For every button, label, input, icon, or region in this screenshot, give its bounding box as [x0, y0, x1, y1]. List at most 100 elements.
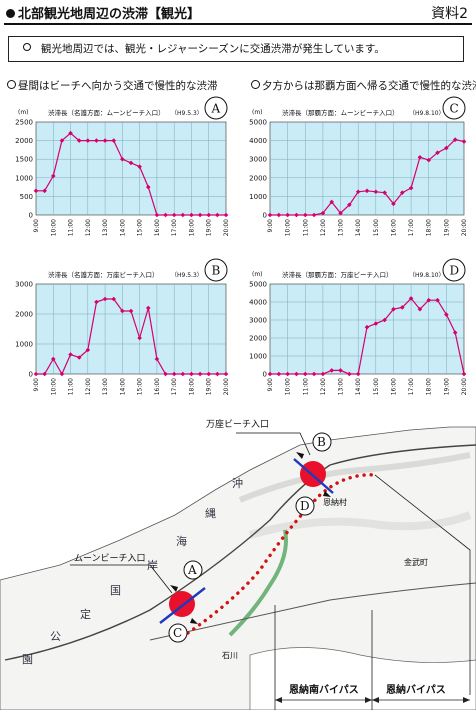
x-tick-label: 9:00 — [33, 378, 40, 392]
x-tick-label: 11:00 — [302, 219, 309, 236]
data-point — [128, 308, 134, 314]
map-badge-c: C — [168, 623, 188, 643]
sea-label: 縄 — [205, 506, 216, 520]
x-tick-label: 20:00 — [461, 378, 468, 395]
x-tick-label: 14:00 — [119, 378, 126, 395]
manza-callout-label: 万座ビーチ入口 — [206, 418, 269, 430]
x-tick-label: 9:00 — [33, 219, 40, 233]
x-tick-label: 15:00 — [373, 378, 380, 395]
x-tick-label: 20:00 — [461, 219, 468, 236]
bullet-icon — [6, 9, 15, 18]
x-tick-label: 19:00 — [206, 378, 213, 395]
circle-bullet-icon — [251, 80, 260, 89]
chart-title: 渋滞長（名護方面：万座ビーチ入口） — [48, 270, 159, 279]
data-point — [444, 145, 449, 151]
data-point — [408, 185, 414, 191]
moon-callout-leader — [70, 564, 173, 594]
chart-a: 0 500 1000 1500 2000 2500 9:00 10:00 11:00 12:00 1… — [15, 96, 230, 236]
arrow-icon — [275, 697, 282, 703]
data-point — [408, 296, 414, 301]
y-tick-label: 0 — [29, 371, 33, 379]
sea-label: 国 — [110, 584, 121, 597]
data-point — [42, 188, 47, 194]
data-point — [206, 371, 212, 377]
arrow-icon — [323, 491, 331, 497]
data-point — [223, 371, 229, 377]
summary-text: 観光地周辺では、観光・レジャーシーズンに交通渋滞が発生しています。 — [41, 43, 385, 55]
x-tick-label: 18:00 — [188, 378, 195, 395]
plot-area — [269, 121, 465, 216]
svg-text:D: D — [300, 499, 310, 513]
manza-callout-leader — [236, 432, 311, 456]
data-point — [426, 297, 432, 303]
x-tick-label: 17:00 — [171, 378, 178, 395]
svg-text:C: C — [173, 626, 182, 640]
chart-title: 渋滞長（名護方面：ムーンビーチ入口） — [48, 108, 165, 117]
chart-badge-b: B — [204, 258, 228, 282]
y-tick-label: 2000 — [249, 335, 267, 343]
town-label: 恩納村 — [323, 497, 347, 507]
y-tick-label: 2500 — [15, 119, 33, 127]
badge-letter: C — [450, 102, 459, 116]
moon-callout-label: ムーンビーチ入口 — [74, 553, 146, 564]
x-tick-label: 14:00 — [355, 219, 362, 236]
data-point — [285, 212, 290, 218]
data-point — [435, 297, 440, 303]
right-section-heading: 夕方からは那覇方面へ帰る交通で慢性的な渋滞 — [251, 78, 476, 93]
data-point — [50, 356, 56, 362]
data-point — [154, 356, 160, 362]
data-point — [59, 138, 65, 143]
data-point — [180, 212, 186, 218]
x-tick-label: 9:00 — [267, 378, 274, 392]
data-point — [417, 155, 423, 160]
map-hills-2 — [248, 511, 472, 539]
badge-letter: D — [450, 264, 460, 278]
data-point — [59, 371, 65, 377]
badge-letter: B — [212, 264, 221, 278]
x-tick-label: 19:00 — [206, 219, 213, 236]
x-tick-label: 18:00 — [426, 378, 433, 395]
summary-box: 観光地周辺では、観光・レジャーシーズンに交通渋滞が発生しています。 — [8, 36, 464, 62]
left-heading-text: 昼間はビーチへ向かう交通で慢性的な渋滞 — [18, 80, 218, 92]
data-point — [42, 371, 47, 377]
badge-letter: A — [211, 102, 221, 116]
y-tick-label: 4000 — [249, 137, 267, 145]
chart-b: 0 1000 2000 3000 9:00 10:00 11:00 12:00 13:00 14:… — [15, 258, 230, 395]
data-point — [189, 371, 194, 377]
circle-bullet-icon — [7, 80, 16, 89]
data-point — [50, 173, 56, 179]
y-tick-label: 1000 — [249, 193, 267, 201]
x-tick-label: 10:00 — [50, 378, 57, 395]
x-tick-label: 20:00 — [223, 219, 230, 236]
arrow-icon — [190, 618, 198, 624]
x-tick-label: 12:00 — [85, 378, 92, 395]
data-point — [215, 371, 220, 377]
chart-date: （H9.8.10） — [409, 272, 445, 279]
svg-text:A: A — [187, 563, 197, 577]
data-point — [311, 212, 317, 218]
data-point — [120, 308, 125, 314]
bypass-north-label: 恩納バイパス — [386, 683, 446, 696]
sea-label: 園 — [22, 653, 33, 666]
x-tick-label: 11:00 — [68, 219, 75, 236]
chart-date: （H9.5.3） — [171, 110, 203, 117]
x-tick-label: 16:00 — [390, 219, 397, 236]
sea-label: 海 — [176, 534, 187, 548]
arrow-icon — [463, 697, 470, 703]
x-tick-label: 18:00 — [188, 219, 195, 236]
data-point — [154, 212, 160, 218]
x-tick-label: 16:00 — [154, 219, 161, 236]
chart-c: 0 1000 2000 3000 4000 5000 9:00 10:00 11:00 12:00… — [249, 96, 468, 236]
bypass-outline — [374, 474, 471, 695]
sea-label: 岸 — [147, 559, 158, 572]
y-tick-label: 0 — [263, 212, 267, 220]
y-tick-label: 500 — [20, 193, 33, 201]
chart-badge-c: C — [442, 96, 466, 120]
map-hills — [238, 452, 471, 503]
data-point — [111, 296, 117, 302]
data-point — [452, 330, 458, 335]
data-point — [435, 150, 440, 155]
data-point — [294, 212, 299, 218]
chart-d: 0 1000 2000 3000 4000 5000 9:00 10:00 11:00 12:00… — [249, 258, 468, 395]
chart-title: 渋滞長（那覇方面：ムーンビーチ入口） — [282, 108, 399, 117]
